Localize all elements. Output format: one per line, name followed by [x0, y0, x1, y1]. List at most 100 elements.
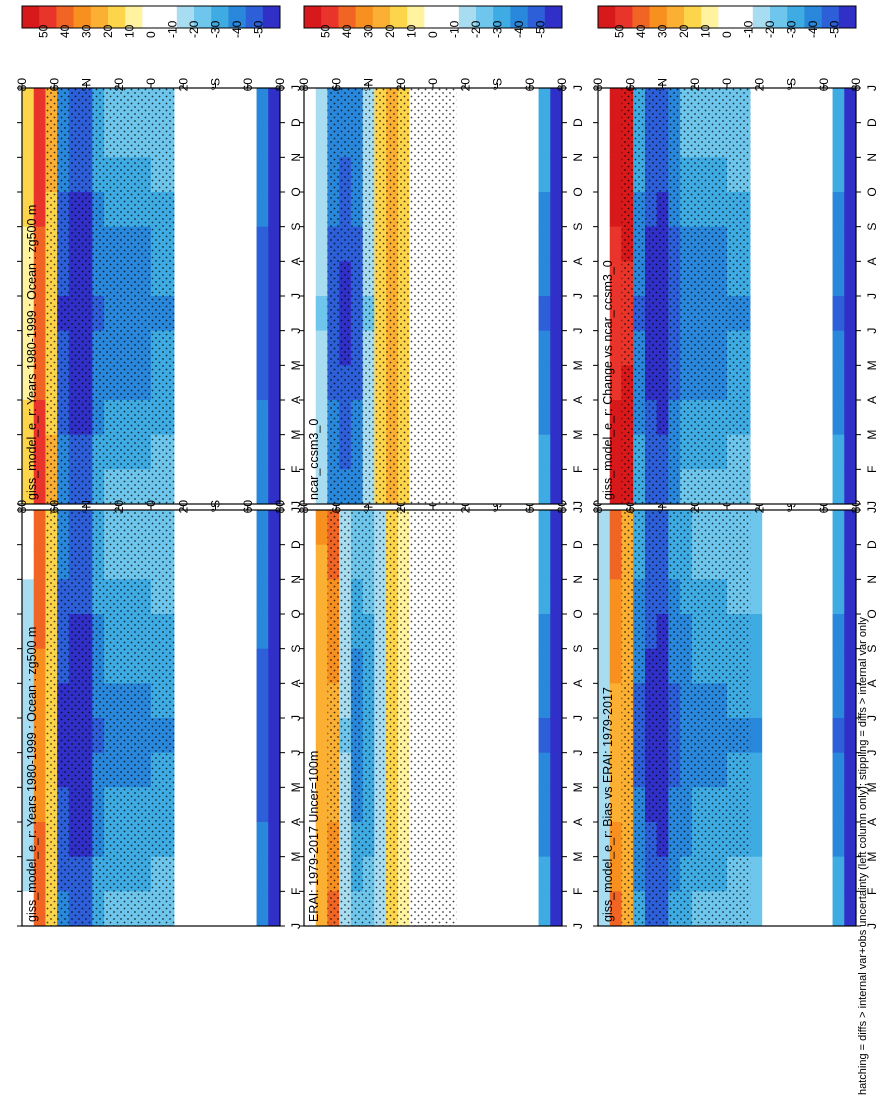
heatmap-cell [233, 614, 246, 650]
heatmap-cell [785, 330, 798, 366]
heatmap-cell [609, 579, 622, 615]
x-tick-label: J [865, 328, 879, 334]
heatmap-cell [315, 752, 328, 788]
heatmap-cell [844, 891, 857, 927]
heatmap-cell [33, 469, 46, 505]
heatmap-cell [820, 226, 834, 262]
colorbar-swatch [735, 6, 754, 28]
colorbar-tick-label: 20 [677, 24, 691, 38]
heatmap-cell [750, 718, 763, 754]
heatmap-cell [550, 400, 563, 436]
y-tick-label: 80 [273, 78, 287, 92]
heatmap-cell [221, 192, 234, 228]
y-tick-label: 80 [15, 500, 29, 514]
heatmap-cell [197, 752, 211, 788]
heatmap-cell [456, 856, 469, 892]
panel-title: giss_model_e_r: Years 1980-1999 : Ocean … [25, 627, 39, 922]
heatmap-cell [598, 856, 611, 892]
heatmap-cell [33, 122, 46, 158]
heatmap-cell [479, 510, 493, 546]
heatmap-cell [304, 648, 317, 684]
heatmap-cell [609, 752, 622, 788]
heatmap-cell [268, 683, 281, 719]
heatmap-cell [797, 510, 810, 546]
heatmap-cell [244, 822, 258, 858]
x-tick-label: F [571, 888, 585, 895]
heatmap-cell [233, 891, 246, 927]
heatmap-cell [797, 787, 810, 823]
x-tick-label: F [571, 466, 585, 473]
heatmap-cell [456, 330, 469, 366]
heatmap-cell [598, 88, 611, 124]
heatmap-cell [538, 261, 551, 297]
heatmap-cell [503, 648, 516, 684]
heatmap-cell [304, 296, 317, 332]
heatmap-cell [304, 683, 317, 719]
x-tick-label: A [571, 257, 585, 265]
heatmap-cell [315, 122, 328, 158]
y-tick-label: 80 [591, 78, 605, 92]
heatmap-cell [797, 752, 810, 788]
heatmap-cell [209, 192, 222, 228]
heatmap-cell [315, 434, 328, 470]
x-tick-label: J [865, 923, 879, 929]
heatmap-cell [197, 157, 211, 193]
y-tick-label: °N [80, 78, 94, 91]
heatmap-cell [762, 718, 775, 754]
heatmap-cell [244, 510, 258, 546]
heatmap-cell [503, 296, 516, 332]
heatmap-cell [832, 469, 845, 505]
heatmap-cell [832, 296, 845, 332]
colorbar-tick-label: 0 [426, 31, 440, 38]
heatmap-cell [762, 822, 775, 858]
heatmap-cell [33, 683, 46, 719]
heatmap-cell [762, 226, 775, 262]
heatmap-cell [33, 400, 46, 436]
heatmap-cell [750, 469, 763, 505]
heatmap-cell [479, 88, 493, 124]
heatmap-cell [785, 226, 798, 262]
x-tick-label: N [289, 153, 303, 162]
heatmap-cell [479, 822, 493, 858]
heatmap-cell [797, 856, 810, 892]
heatmap-cell [33, 434, 46, 470]
heatmap-cell [598, 683, 611, 719]
heatmap-cell [186, 296, 199, 332]
heatmap-cell [268, 822, 281, 858]
heatmap-cell [832, 261, 845, 297]
y-tick-label: 60 [241, 500, 255, 514]
heatmap-cell [809, 330, 822, 366]
heatmap-cell [538, 365, 551, 401]
heatmap-cell [479, 648, 493, 684]
heatmap-cell [832, 822, 845, 858]
heatmap-cell [820, 261, 834, 297]
heatmap-cell [315, 192, 328, 228]
heatmap-cell [244, 330, 258, 366]
colorbar-tick-label: -30 [785, 20, 799, 38]
heatmap-cell [503, 122, 516, 158]
colorbar-swatch [159, 6, 178, 28]
heatmap-cell [209, 856, 222, 892]
colorbar-swatch [441, 6, 460, 28]
heatmap-cell [598, 296, 611, 332]
heatmap-cell [820, 787, 834, 823]
panel-title: giss_model_e_r: Change vs ncar_ccsm3_0 [601, 260, 615, 500]
heatmap-cell [197, 88, 211, 124]
x-tick-label: J [865, 85, 879, 91]
heatmap-cell [785, 510, 798, 546]
heatmap-cell [479, 752, 493, 788]
y-tick-label: 80 [273, 500, 287, 514]
heatmap-cell [762, 434, 775, 470]
heatmap-cell [515, 261, 528, 297]
colorbar-swatch [245, 6, 264, 28]
colorbar-swatch [56, 6, 74, 28]
colorbar-tick-label: -20 [469, 20, 483, 38]
heatmap-cell [479, 718, 493, 754]
heatmap-cell [773, 122, 787, 158]
heatmap-cell [762, 891, 775, 927]
x-tick-label: A [865, 679, 879, 687]
heatmap-cell [468, 891, 481, 927]
heatmap-cell [820, 469, 834, 505]
heatmap-cell [174, 122, 187, 158]
